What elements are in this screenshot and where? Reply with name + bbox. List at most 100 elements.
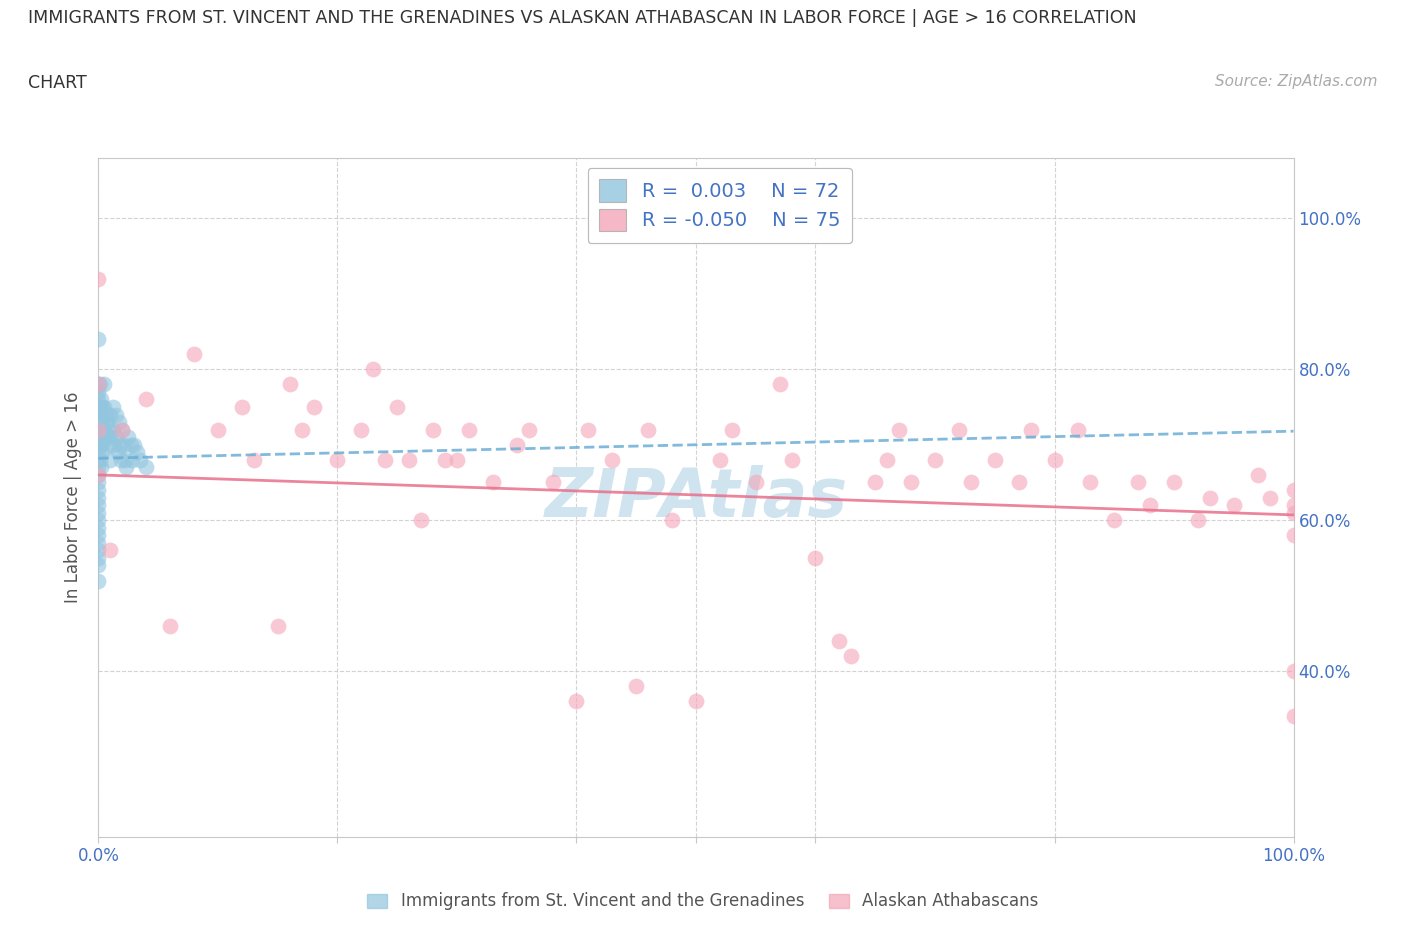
Point xyxy=(841,648,863,663)
Point xyxy=(93,377,115,392)
Point xyxy=(87,475,110,490)
Point xyxy=(87,400,110,415)
Point xyxy=(433,452,456,467)
Point xyxy=(863,475,887,490)
Point xyxy=(111,422,134,437)
Point xyxy=(87,392,110,407)
Point xyxy=(110,452,132,467)
Point xyxy=(87,332,110,347)
Point xyxy=(326,452,349,467)
Point xyxy=(685,694,707,709)
Point xyxy=(517,422,540,437)
Point xyxy=(91,400,114,415)
Point xyxy=(87,512,110,527)
Point xyxy=(1067,422,1090,437)
Point xyxy=(709,452,731,467)
Point xyxy=(87,528,110,543)
Point xyxy=(98,430,122,445)
Point xyxy=(481,475,505,490)
Point xyxy=(129,452,152,467)
Point xyxy=(89,377,111,392)
Point xyxy=(626,679,648,694)
Text: ZIPAtlas: ZIPAtlas xyxy=(544,465,848,530)
Point xyxy=(87,558,110,573)
Point xyxy=(768,377,790,392)
Point xyxy=(411,512,433,527)
Point xyxy=(94,430,117,445)
Point xyxy=(1282,483,1305,498)
Point xyxy=(780,452,803,467)
Point xyxy=(1246,468,1268,483)
Point xyxy=(1282,664,1305,679)
Point xyxy=(91,445,114,459)
Point xyxy=(385,400,409,415)
Point xyxy=(207,422,229,437)
Point xyxy=(89,400,111,415)
Point xyxy=(87,468,110,483)
Point xyxy=(101,422,124,437)
Y-axis label: In Labor Force | Age > 16: In Labor Force | Age > 16 xyxy=(65,392,83,604)
Point xyxy=(107,415,129,430)
Point xyxy=(1163,475,1185,490)
Point xyxy=(108,437,131,452)
Point xyxy=(900,475,922,490)
Point xyxy=(924,452,946,467)
Point xyxy=(350,422,373,437)
Point xyxy=(94,407,117,422)
Point xyxy=(721,422,744,437)
Point xyxy=(1222,498,1246,512)
Point xyxy=(107,445,129,459)
Point xyxy=(278,377,301,392)
Point xyxy=(1282,498,1305,512)
Point xyxy=(422,422,444,437)
Point xyxy=(243,452,266,467)
Point xyxy=(87,437,110,452)
Point xyxy=(105,407,128,422)
Point xyxy=(541,475,564,490)
Point xyxy=(114,452,136,467)
Point xyxy=(889,422,911,437)
Point xyxy=(89,437,111,452)
Point xyxy=(98,543,122,558)
Point xyxy=(87,490,110,505)
Point xyxy=(87,272,110,286)
Point xyxy=(115,460,138,475)
Point xyxy=(828,633,851,648)
Point xyxy=(87,468,110,483)
Point xyxy=(1102,512,1125,527)
Point xyxy=(87,377,110,392)
Point xyxy=(91,407,114,422)
Point xyxy=(398,452,420,467)
Point xyxy=(959,475,981,490)
Point xyxy=(87,422,110,437)
Point xyxy=(267,618,290,633)
Point xyxy=(87,551,110,565)
Point xyxy=(576,422,599,437)
Point xyxy=(87,460,110,475)
Point xyxy=(984,452,1007,467)
Point xyxy=(876,452,898,467)
Point xyxy=(111,422,134,437)
Point xyxy=(90,437,112,452)
Point xyxy=(87,498,110,512)
Point xyxy=(1258,490,1281,505)
Point xyxy=(1282,505,1305,520)
Point xyxy=(87,384,110,399)
Point xyxy=(87,415,110,430)
Point xyxy=(90,392,112,407)
Point xyxy=(87,430,110,445)
Point xyxy=(87,520,110,535)
Point xyxy=(374,452,396,467)
Point xyxy=(87,445,110,459)
Point xyxy=(103,437,125,452)
Point xyxy=(1282,709,1305,724)
Point xyxy=(1139,498,1161,512)
Point xyxy=(89,422,111,437)
Point xyxy=(91,430,114,445)
Text: CHART: CHART xyxy=(28,74,87,92)
Point xyxy=(87,536,110,551)
Point xyxy=(98,437,121,452)
Point xyxy=(98,452,122,467)
Point xyxy=(135,392,157,407)
Point xyxy=(89,452,111,467)
